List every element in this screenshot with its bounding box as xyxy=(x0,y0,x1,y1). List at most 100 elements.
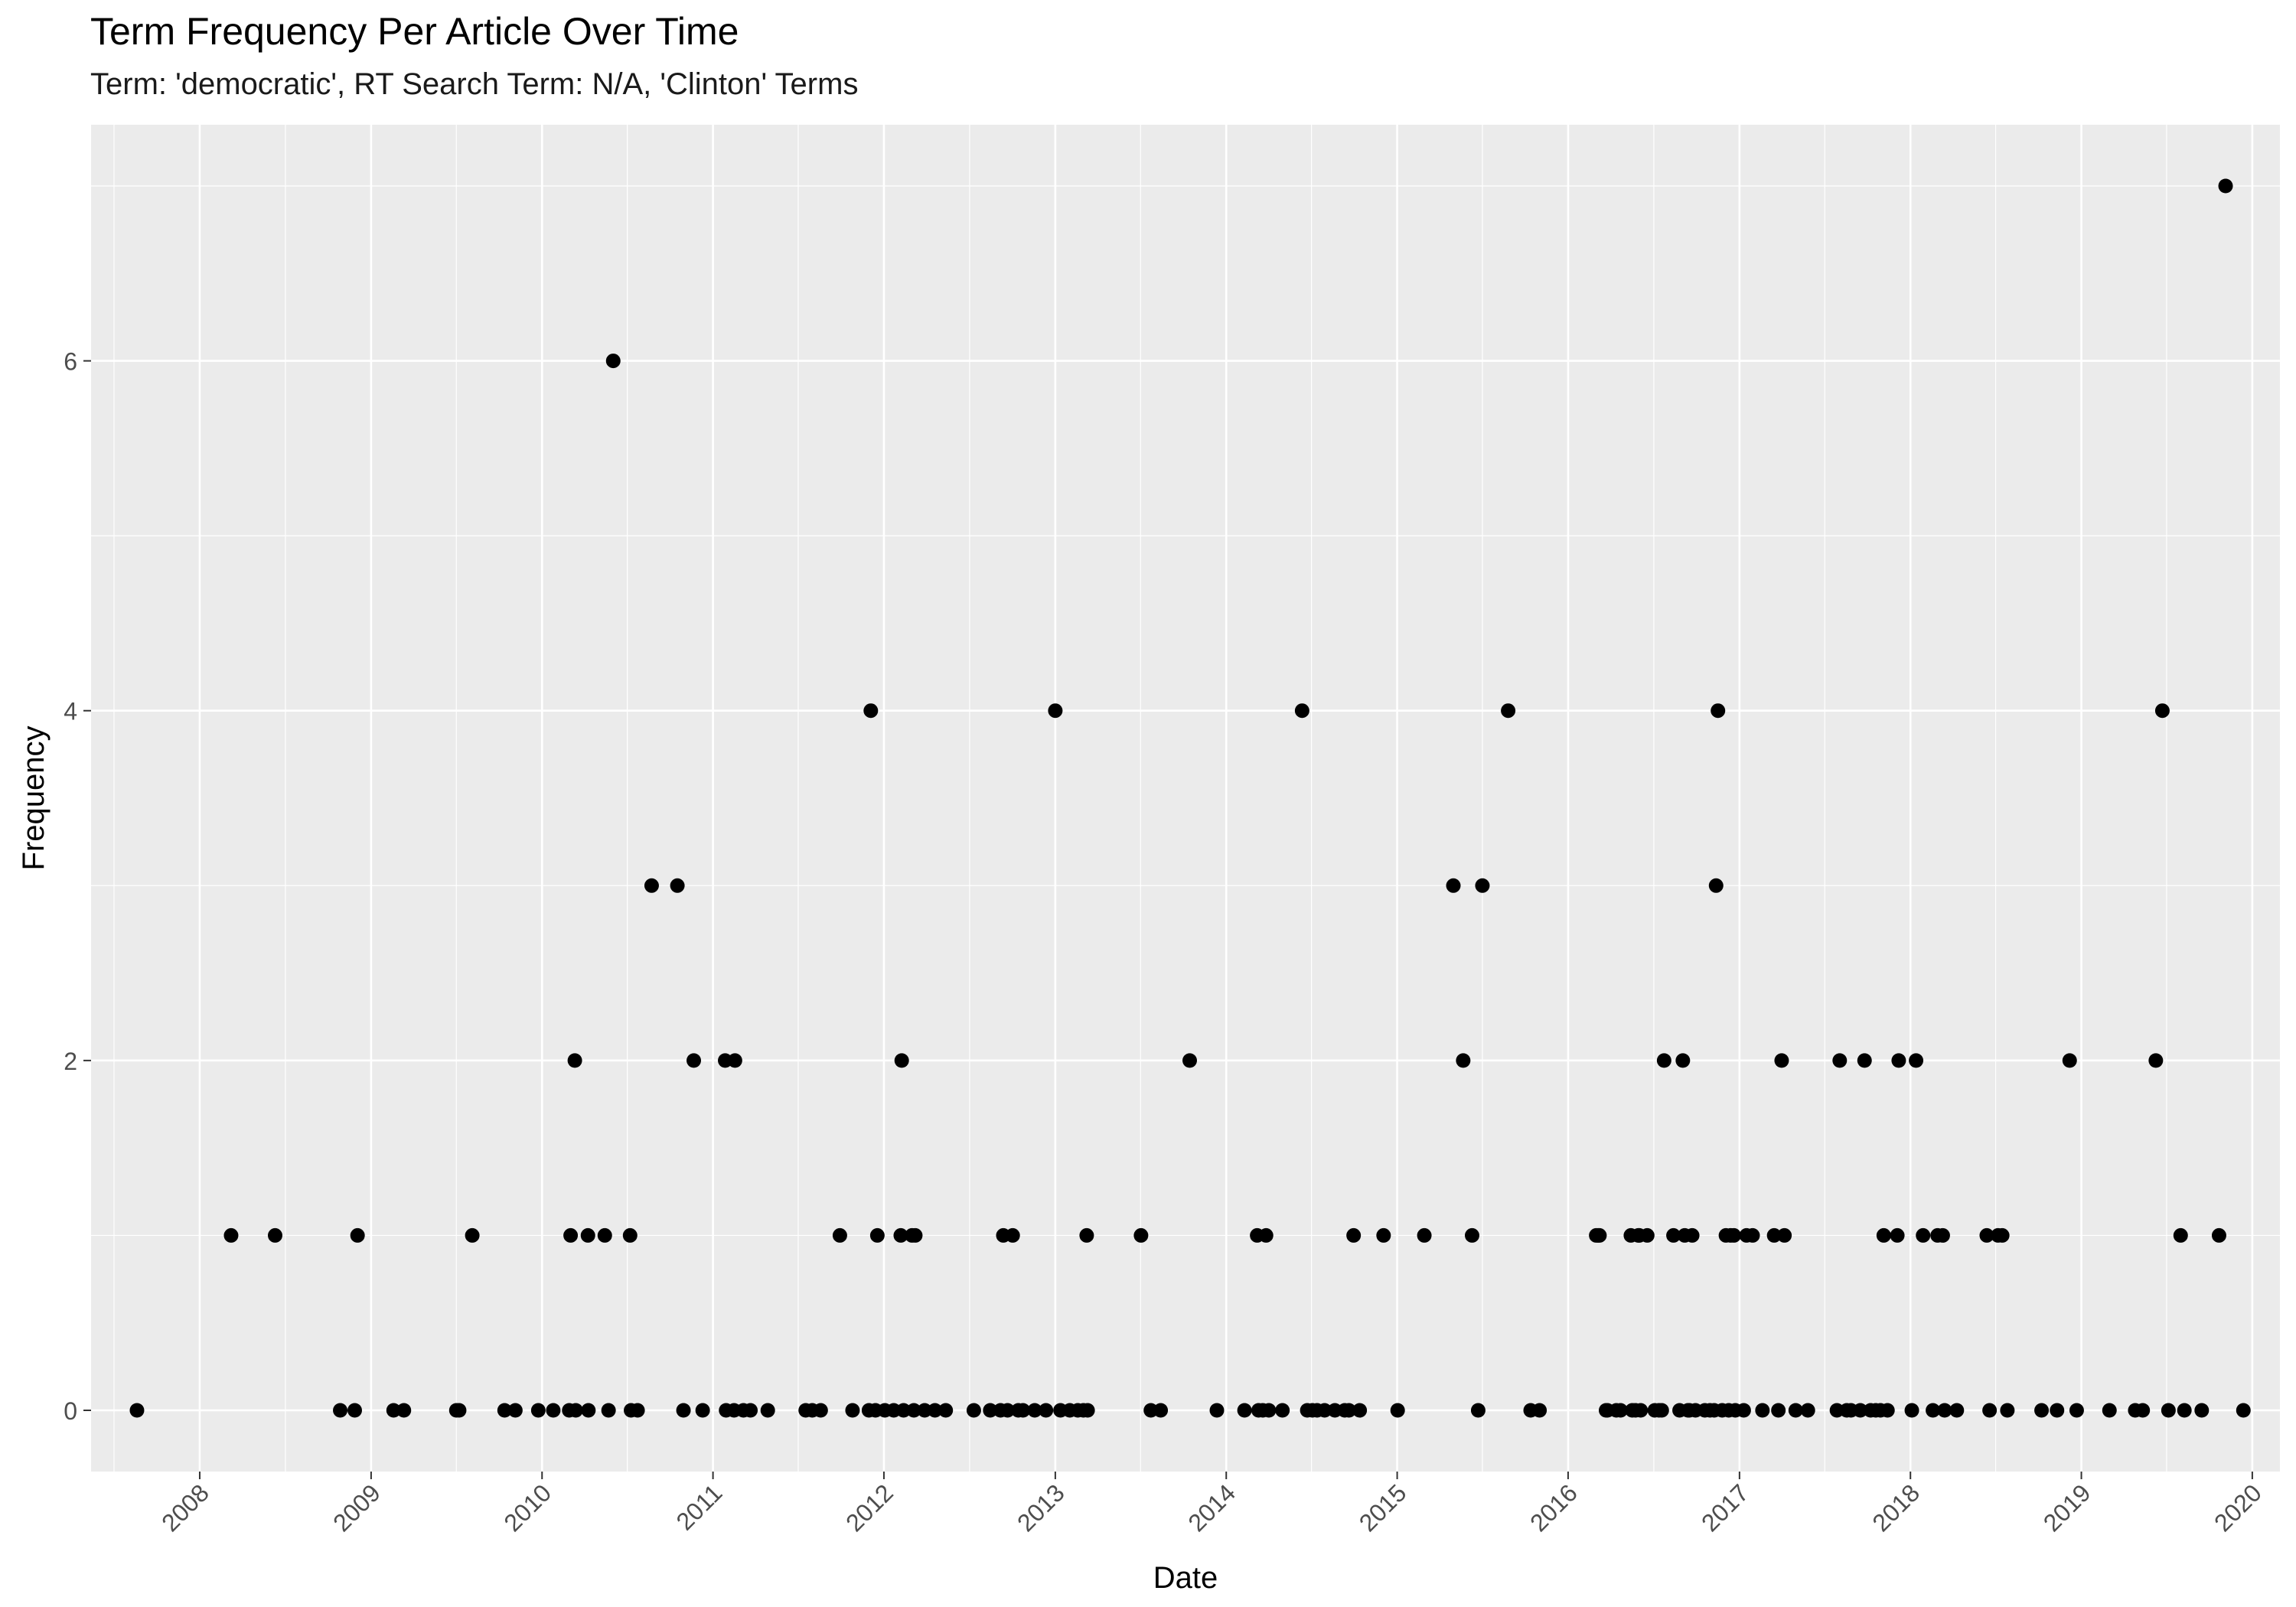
x-tick-label: 2016 xyxy=(1525,1478,1583,1537)
data-point xyxy=(1390,1403,1405,1418)
data-point xyxy=(894,1053,909,1068)
data-point xyxy=(563,1227,579,1243)
data-points xyxy=(129,178,2251,1418)
data-point xyxy=(1755,1403,1770,1418)
data-point xyxy=(1656,1053,1671,1068)
data-point xyxy=(601,1403,616,1418)
data-point xyxy=(1016,1403,1031,1418)
data-point xyxy=(1275,1403,1290,1418)
data-point xyxy=(760,1403,775,1418)
data-point xyxy=(1153,1403,1169,1418)
data-point xyxy=(644,878,659,893)
chart-title: Term Frequency Per Article Over Time xyxy=(90,10,739,53)
data-point xyxy=(845,1403,860,1418)
x-tick-label: 2008 xyxy=(156,1478,214,1537)
data-point xyxy=(1456,1053,1471,1068)
data-point xyxy=(863,703,879,719)
x-axis: 2008 2009 2010 2011 2012 2013 2014 2015 2016 2017… xyxy=(156,1472,2267,1537)
data-point xyxy=(695,1403,710,1418)
data-point xyxy=(2177,1403,2192,1418)
data-point xyxy=(1675,1053,1691,1068)
data-point xyxy=(2069,1403,2084,1418)
data-point xyxy=(908,1227,923,1243)
y-tick-label: 2 xyxy=(64,1048,77,1075)
data-point xyxy=(1745,1227,1760,1243)
data-point xyxy=(530,1403,546,1418)
data-point xyxy=(129,1403,145,1418)
data-point xyxy=(497,1403,512,1418)
data-point xyxy=(1982,1403,1998,1418)
data-point xyxy=(452,1403,467,1418)
data-point xyxy=(1832,1053,1848,1068)
data-point xyxy=(928,1403,943,1418)
plot-panel xyxy=(91,125,2280,1472)
data-point xyxy=(2050,1403,2065,1418)
x-tick-label: 2013 xyxy=(1012,1478,1070,1537)
data-point xyxy=(670,878,685,893)
grid-minor xyxy=(91,125,2280,1472)
data-point xyxy=(1788,1403,1803,1418)
data-point xyxy=(1237,1403,1252,1418)
data-point xyxy=(2218,178,2233,194)
data-point xyxy=(1994,1227,2010,1243)
data-point xyxy=(1937,1403,1952,1418)
data-point xyxy=(350,1227,365,1243)
data-point xyxy=(983,1403,998,1418)
data-point xyxy=(1005,1227,1020,1243)
data-point xyxy=(1774,1053,1789,1068)
data-point xyxy=(1736,1403,1751,1418)
data-point xyxy=(223,1227,239,1243)
data-point xyxy=(966,1403,981,1418)
data-point xyxy=(1182,1053,1198,1068)
data-point xyxy=(1666,1227,1681,1243)
data-point xyxy=(1916,1227,1931,1243)
data-point xyxy=(906,1403,921,1418)
x-tick-label: 2010 xyxy=(498,1478,556,1537)
data-point xyxy=(1261,1403,1277,1418)
data-point xyxy=(1417,1227,1432,1243)
data-point xyxy=(1133,1227,1149,1243)
x-tick-label: 2014 xyxy=(1182,1478,1241,1537)
data-point xyxy=(1926,1403,1941,1418)
x-tick-label: 2020 xyxy=(2209,1478,2267,1537)
data-point xyxy=(896,1403,912,1418)
data-point xyxy=(1532,1403,1548,1418)
data-point xyxy=(687,1053,702,1068)
data-point xyxy=(893,1227,908,1243)
data-point xyxy=(1853,1403,1868,1418)
y-tick-label: 6 xyxy=(64,348,77,376)
data-point xyxy=(1039,1403,1054,1418)
data-point xyxy=(1048,703,1063,719)
data-point xyxy=(2211,1227,2226,1243)
data-point xyxy=(2148,1053,2164,1068)
data-point xyxy=(938,1403,954,1418)
data-point xyxy=(1475,878,1490,893)
data-point xyxy=(333,1403,348,1418)
data-point xyxy=(2102,1403,2117,1418)
data-point xyxy=(917,1403,932,1418)
y-axis-label: Frequency xyxy=(17,726,51,871)
data-point xyxy=(1633,1403,1649,1418)
y-tick-label: 4 xyxy=(64,698,77,725)
data-point xyxy=(1727,1227,1742,1243)
data-point xyxy=(1800,1403,1815,1418)
x-axis-label: Date xyxy=(1153,1561,1218,1595)
data-point xyxy=(813,1403,828,1418)
data-point xyxy=(1890,1227,1905,1243)
data-point xyxy=(1464,1227,1479,1243)
data-point xyxy=(1684,1227,1700,1243)
data-point xyxy=(1654,1403,1669,1418)
x-tick-label: 2015 xyxy=(1354,1478,1412,1537)
data-point xyxy=(581,1403,596,1418)
data-point xyxy=(396,1403,412,1418)
data-point xyxy=(2062,1053,2077,1068)
data-point xyxy=(1904,1403,1919,1418)
data-point xyxy=(568,1403,583,1418)
data-point xyxy=(1949,1403,1965,1418)
data-point xyxy=(1294,703,1309,719)
data-point xyxy=(1079,1227,1094,1243)
data-point xyxy=(869,1227,885,1243)
data-point xyxy=(1209,1403,1225,1418)
data-point xyxy=(2135,1403,2151,1418)
